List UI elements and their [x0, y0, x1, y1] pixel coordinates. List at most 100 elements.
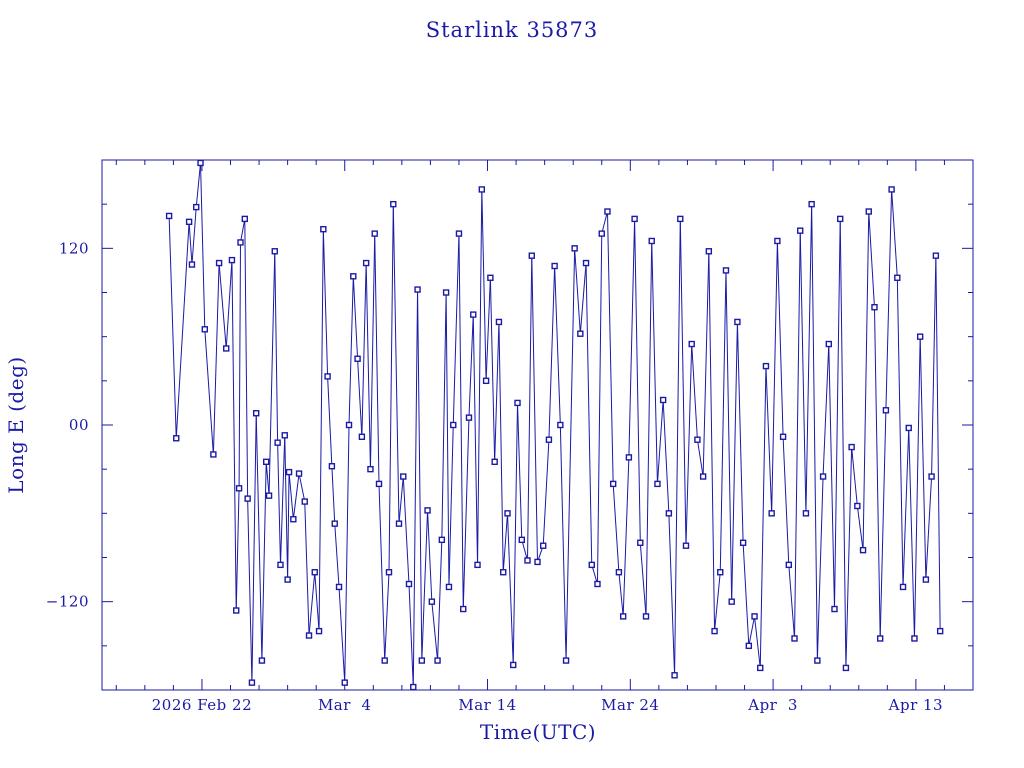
data-point — [562, 657, 570, 664]
data-point — [842, 664, 850, 672]
data-point — [424, 507, 431, 514]
x-tick-label: Mar 4 — [318, 696, 372, 714]
series-segment — [361, 263, 367, 437]
data-point — [659, 396, 667, 404]
data-point — [241, 215, 248, 223]
series-segment — [833, 218, 841, 610]
data-point — [500, 569, 507, 576]
series-segment — [651, 240, 658, 484]
data-point — [557, 421, 564, 429]
data-point — [665, 510, 673, 517]
data-point — [922, 576, 930, 583]
series-segment — [292, 473, 300, 520]
data-point — [582, 259, 590, 267]
series-segment — [417, 289, 423, 661]
series-segment — [554, 265, 561, 426]
series-segment — [331, 466, 336, 524]
series-segment — [782, 436, 790, 565]
series-segment — [634, 218, 641, 543]
series-segment — [725, 270, 733, 602]
data-point — [362, 259, 370, 267]
series-segment — [408, 583, 414, 688]
series-segment — [277, 442, 281, 565]
series-segment — [472, 314, 479, 565]
data-point — [371, 230, 378, 237]
data-point — [894, 274, 901, 281]
data-point — [625, 454, 633, 461]
data-point — [274, 439, 281, 446]
data-point — [588, 561, 595, 569]
data-point — [688, 340, 695, 348]
data-point — [390, 200, 397, 208]
series-segment — [251, 413, 257, 683]
series-segment — [645, 240, 653, 617]
series-segment — [656, 399, 664, 484]
data-point — [173, 435, 180, 442]
data-point — [265, 492, 273, 499]
series-segment — [868, 211, 875, 308]
data-point — [848, 443, 855, 451]
data-point — [465, 414, 473, 421]
series-segment — [402, 476, 410, 585]
data-point — [350, 273, 357, 280]
series-segment — [811, 204, 818, 661]
data-point — [711, 627, 718, 635]
data-point — [705, 248, 713, 255]
series-segment — [754, 616, 761, 668]
series-segment — [322, 229, 329, 377]
data-point — [210, 451, 217, 458]
data-point — [301, 498, 308, 505]
series-segment — [714, 572, 721, 632]
data-point — [837, 215, 844, 223]
data-point — [385, 569, 393, 576]
data-point — [936, 627, 944, 635]
series-segment — [799, 230, 807, 514]
data-point — [694, 436, 701, 443]
series-segment — [314, 572, 320, 632]
series-segment — [225, 260, 233, 349]
series-segment — [204, 329, 214, 455]
series-segment — [873, 307, 881, 639]
data-point — [450, 421, 457, 429]
data-point — [215, 259, 223, 267]
series-segment — [702, 251, 710, 477]
data-point — [188, 261, 196, 268]
data-point — [197, 160, 204, 167]
series-segment — [759, 366, 767, 668]
data-point — [762, 362, 770, 370]
series-segment — [392, 204, 400, 524]
data-point — [859, 546, 867, 554]
data-point — [854, 502, 861, 510]
series-segment — [255, 413, 263, 661]
series-segment — [298, 473, 306, 502]
series-segment — [261, 461, 267, 661]
series-segment — [431, 601, 439, 661]
y-axis-label: Long E (deg) — [4, 356, 28, 493]
series-segment — [441, 292, 447, 540]
data-point — [757, 664, 764, 672]
data-point — [648, 237, 655, 245]
data-point — [671, 672, 678, 679]
series-segment — [238, 242, 242, 489]
series-segment — [468, 314, 474, 418]
series-segment — [742, 542, 750, 646]
x-tick-label: Apr 3 — [747, 696, 798, 714]
series-segment — [908, 427, 915, 639]
series-segment — [851, 447, 858, 507]
data-point — [285, 468, 293, 476]
series-segment — [579, 263, 587, 334]
data-point — [577, 330, 584, 337]
series-segment — [274, 251, 279, 443]
data-point — [571, 245, 578, 252]
data-point — [615, 569, 623, 576]
series-segment — [902, 427, 910, 587]
data-point — [438, 536, 446, 544]
series-segment — [788, 564, 796, 639]
data-point — [271, 248, 278, 255]
data-point — [474, 561, 481, 569]
series-segment — [168, 215, 177, 439]
series-segment — [481, 189, 487, 381]
data-point — [722, 267, 730, 274]
plot-area — [165, 160, 944, 690]
